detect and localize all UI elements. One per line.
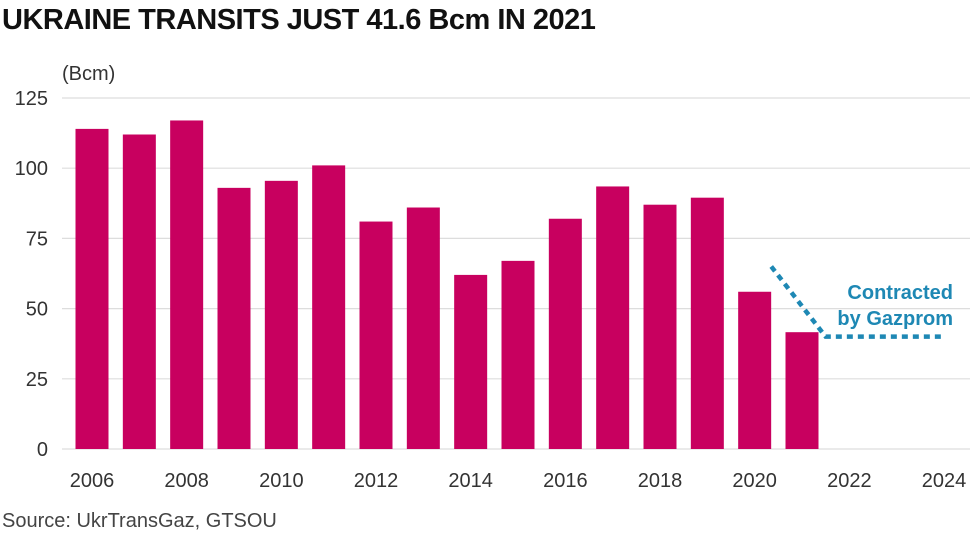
x-tick-label: 2024 [922,470,967,492]
bar-2008 [170,120,204,450]
x-tick-label: 2018 [638,470,683,492]
x-tick-label: 2016 [543,470,588,492]
y-tick-label: 125 [15,88,48,110]
x-tick-label: 2014 [448,470,493,492]
y-tick-labels: 0 25 50 75 100 125 [15,88,48,461]
bar-2014 [454,274,488,449]
x-tick-label: 2020 [732,470,777,492]
bar-2009 [217,187,251,449]
bar-2015 [501,260,535,449]
y-unit-label: (Bcm) [62,63,115,85]
chart-title: UKRAINE TRANSITS JUST 41.6 Bcm IN 2021 [2,4,596,36]
source-note: Source: UkrTransGaz, GTSOU [2,510,277,532]
bar-2006 [75,128,109,449]
bar-2017 [596,186,630,449]
bar-2019 [690,197,724,449]
bar-2016 [548,218,582,449]
contracted-line [769,265,944,339]
bar-2011 [312,165,346,449]
bars [75,120,819,450]
contracted-label: Contracted by Gazprom [837,282,953,330]
contracted-label-line: by Gazprom [837,308,953,330]
x-tick-label: 2012 [354,470,399,492]
x-tick-label: 2006 [70,470,115,492]
bar-2013 [406,207,440,449]
contracted-series: Contracted by Gazprom [769,265,953,339]
contracted-label-line: Contracted [847,282,953,304]
x-tick-label: 2010 [259,470,304,492]
bar-2007 [122,134,156,449]
y-tick-label: 50 [26,299,48,321]
x-tick-label: 2008 [164,470,209,492]
y-tick-label: 100 [15,158,48,180]
bar-2018 [643,204,677,449]
bar-2010 [264,180,298,449]
y-tick-label: 25 [26,369,48,391]
bar-2012 [359,221,393,449]
x-tick-label: 2022 [827,470,872,492]
x-tick-labels: 2006 2008 2010 2012 2014 2016 2018 2020 2022 2024 [70,470,967,492]
bar-2020 [738,291,772,449]
y-tick-label: 75 [26,228,48,250]
bar-2021 [785,332,819,449]
y-tick-label: 0 [37,439,48,461]
